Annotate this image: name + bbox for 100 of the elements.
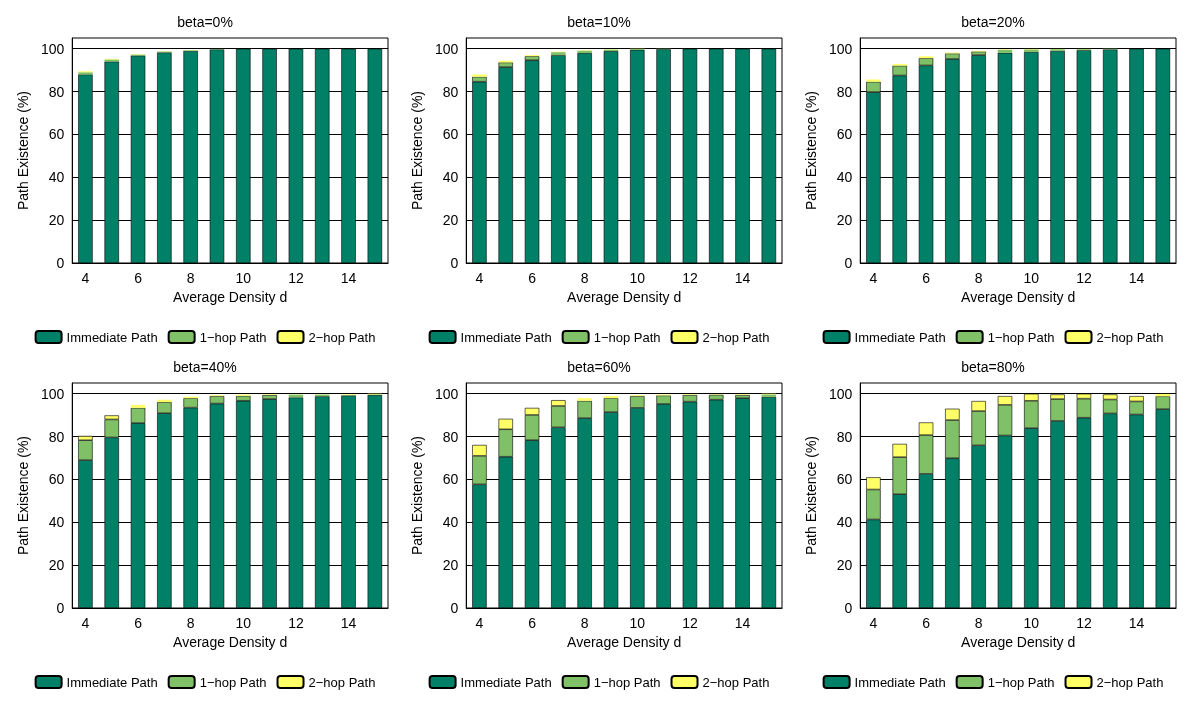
x-tick-label: 14 [340, 615, 357, 631]
chart-title: beta=0% [177, 14, 233, 30]
legend-label: 2−hop Path [308, 674, 376, 690]
x-tick-label: 4 [81, 615, 90, 631]
legend-label: 2−hop Path [1096, 674, 1164, 690]
legend-label: Immediate Path [854, 674, 946, 690]
x-tick-label: 14 [734, 270, 751, 286]
y-tick-label: 60 [442, 126, 459, 143]
y-axis-title: Path Existence (%) [803, 90, 819, 211]
y-tick-label: 0 [844, 600, 853, 616]
legend-label: 1−hop Path [987, 674, 1055, 690]
x-tick-label: 12 [682, 270, 698, 286]
y-tick-label: 80 [442, 83, 459, 100]
y-tick-label: 100 [828, 40, 853, 57]
y-tick-label: 20 [442, 557, 459, 574]
x-tick-label: 4 [475, 615, 484, 631]
y-tick-label: 60 [836, 126, 853, 143]
x-tick-label: 12 [288, 615, 304, 631]
y-tick-label: 40 [836, 514, 853, 531]
legend-label: Immediate Path [66, 674, 158, 690]
x-tick-label: 12 [682, 615, 698, 631]
x-tick-label: 4 [869, 270, 878, 286]
legend-label: Immediate Path [460, 674, 552, 690]
y-tick-label: 40 [442, 169, 459, 186]
legend-label: 1−hop Path [199, 329, 267, 345]
x-axis-title: Average Density d [173, 288, 288, 305]
x-tick-label: 6 [134, 615, 143, 631]
y-tick-label: 100 [40, 385, 65, 402]
y-tick-label: 60 [836, 471, 853, 488]
chart-title: beta=80% [961, 359, 1025, 375]
y-tick-label: 80 [48, 83, 65, 100]
chart-title: beta=40% [173, 359, 237, 375]
y-tick-label: 100 [434, 385, 459, 402]
y-axis-title: Path Existence (%) [803, 435, 819, 556]
y-tick-label: 80 [836, 83, 853, 100]
x-tick-label: 4 [81, 270, 90, 286]
legend-label: 1−hop Path [593, 329, 661, 345]
x-axis-title: Average Density d [961, 633, 1076, 650]
y-tick-label: 80 [442, 428, 459, 445]
y-tick-label: 0 [56, 600, 65, 616]
y-axis-title: Path Existence (%) [409, 90, 425, 211]
x-tick-label: 6 [922, 270, 931, 286]
x-tick-label: 14 [734, 615, 751, 631]
x-tick-label: 8 [580, 270, 589, 286]
y-axis-title: Path Existence (%) [15, 435, 31, 556]
y-tick-label: 80 [48, 428, 65, 445]
x-tick-label: 10 [629, 615, 646, 631]
chart-title: beta=60% [567, 359, 631, 375]
y-tick-label: 40 [48, 514, 65, 531]
x-tick-label: 8 [580, 615, 589, 631]
y-tick-label: 60 [48, 126, 65, 143]
legend-label: 2−hop Path [308, 329, 376, 345]
x-axis-title: Average Density d [961, 288, 1076, 305]
x-tick-label: 4 [869, 615, 878, 631]
x-axis-title: Average Density d [567, 288, 682, 305]
x-tick-label: 12 [1076, 270, 1092, 286]
x-tick-label: 12 [288, 270, 304, 286]
y-tick-label: 40 [442, 514, 459, 531]
chart-title: beta=20% [961, 14, 1025, 30]
x-tick-label: 6 [134, 270, 143, 286]
x-tick-label: 8 [974, 270, 983, 286]
y-tick-label: 100 [40, 40, 65, 57]
x-tick-label: 14 [340, 270, 357, 286]
x-tick-label: 8 [974, 615, 983, 631]
legend-label: Immediate Path [854, 329, 946, 345]
x-tick-label: 10 [235, 270, 252, 286]
x-tick-label: 8 [186, 615, 195, 631]
y-tick-label: 0 [56, 255, 65, 271]
x-tick-label: 10 [629, 270, 646, 286]
y-tick-label: 20 [836, 557, 853, 574]
y-tick-label: 100 [434, 40, 459, 57]
x-axis-title: Average Density d [567, 633, 682, 650]
y-tick-label: 80 [836, 428, 853, 445]
legend-label: 1−hop Path [987, 329, 1055, 345]
chart-title: beta=10% [567, 14, 631, 30]
legend-label: 1−hop Path [593, 674, 661, 690]
y-tick-label: 60 [442, 471, 459, 488]
y-tick-label: 60 [48, 471, 65, 488]
y-tick-label: 20 [48, 557, 65, 574]
x-tick-label: 14 [1128, 615, 1145, 631]
y-axis-title: Path Existence (%) [15, 90, 31, 211]
x-tick-label: 12 [1076, 615, 1092, 631]
y-tick-label: 40 [836, 169, 853, 186]
legend-label: 2−hop Path [1096, 329, 1164, 345]
y-tick-label: 0 [450, 600, 459, 616]
x-tick-label: 4 [475, 270, 484, 286]
x-tick-label: 6 [528, 615, 537, 631]
legend-label: 1−hop Path [199, 674, 267, 690]
x-tick-label: 14 [1128, 270, 1145, 286]
x-tick-label: 6 [922, 615, 931, 631]
x-tick-label: 10 [235, 615, 252, 631]
legend-label: 2−hop Path [702, 674, 770, 690]
x-tick-label: 8 [186, 270, 195, 286]
y-tick-label: 0 [450, 255, 459, 271]
y-tick-label: 20 [442, 212, 459, 229]
legend-label: Immediate Path [460, 329, 552, 345]
y-tick-label: 40 [48, 169, 65, 186]
y-tick-label: 20 [836, 212, 853, 229]
legend-label: 2−hop Path [702, 329, 770, 345]
x-tick-label: 6 [528, 270, 537, 286]
